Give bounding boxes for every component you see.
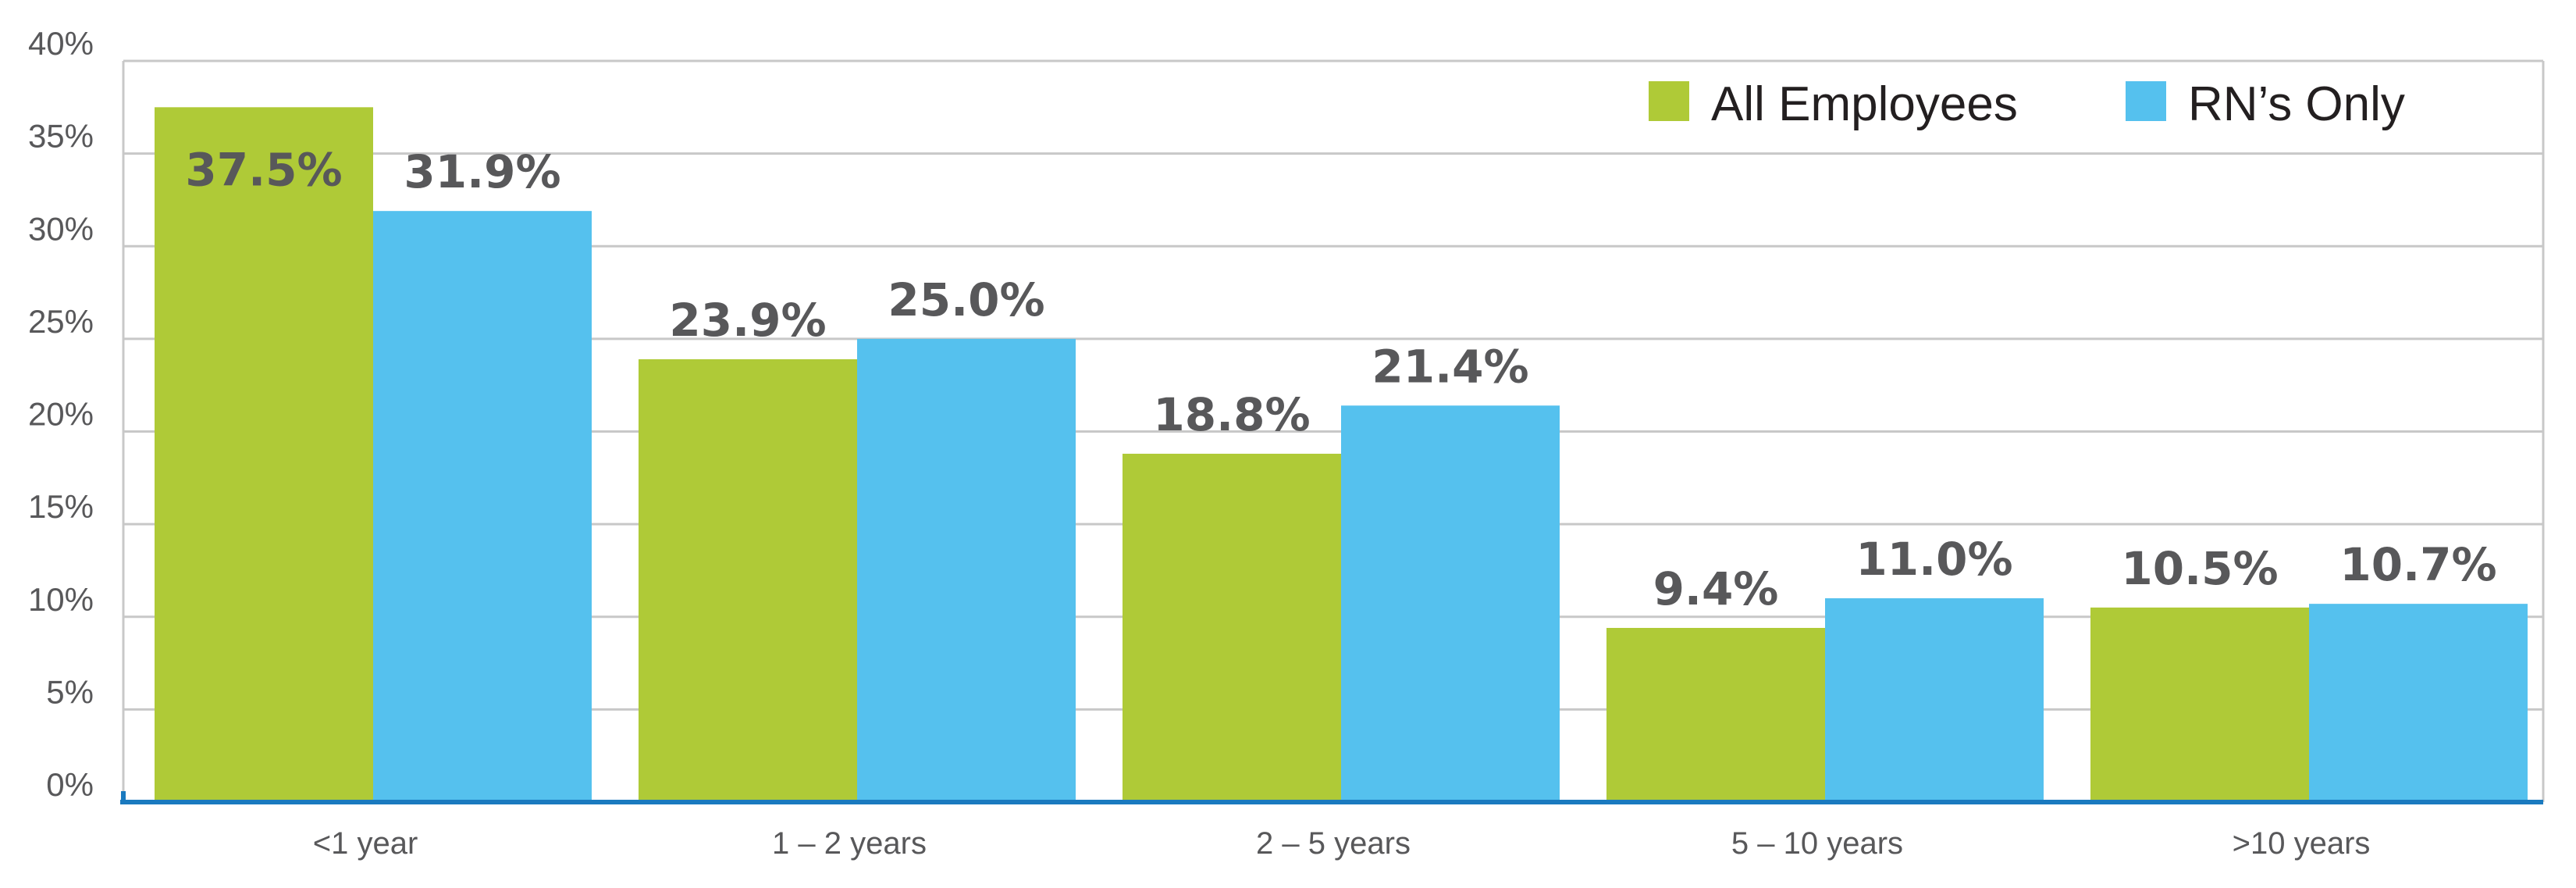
data-label: 11.0% (1856, 533, 2012, 586)
y-tick-label: 40% (28, 25, 94, 62)
y-tick-label: 10% (28, 581, 94, 618)
legend: All Employees RN’s Only (1649, 77, 2405, 131)
data-label: 10.7% (2339, 538, 2496, 591)
y-tick-label: 30% (28, 210, 94, 247)
y-tick-label: 0% (46, 766, 94, 803)
x-tick-label: >10 years (2233, 826, 2371, 861)
bar-rns-only (857, 338, 1076, 802)
bars (155, 107, 2528, 802)
bar-rns-only (373, 211, 592, 802)
bar-all-employees (639, 358, 857, 802)
bar-all-employees (155, 107, 373, 802)
data-label: 18.8% (1153, 388, 1310, 441)
bar-all-employees (1123, 453, 1341, 802)
y-tick-label: 5% (46, 673, 94, 710)
y-tick-label: 20% (28, 396, 94, 433)
x-tick-label: 1 – 2 years (772, 826, 927, 861)
data-label: 23.9% (669, 294, 826, 347)
bar-all-employees (1606, 627, 1825, 802)
bar-rns-only (2309, 604, 2528, 802)
data-labels: 37.5% 31.9% 23.9% 25.0% 18.8% 21.4% 9.4% 11.0% 1… (185, 143, 2496, 615)
legend-label-all-employees: All Employees (1711, 77, 2018, 131)
x-tick-label: 2 – 5 years (1256, 826, 1411, 861)
legend-swatch-rns-only (2126, 81, 2166, 121)
data-label: 37.5% (185, 143, 342, 196)
data-label: 9.4% (1653, 562, 1779, 615)
data-label: 25.0% (888, 273, 1044, 326)
data-label: 10.5% (2121, 542, 2278, 595)
y-tick-label: 15% (28, 488, 94, 525)
y-axis-ticks: 0% 5% 10% 15% 20% 25% 30% 35% 40% (28, 25, 94, 803)
x-tick-label: <1 year (313, 826, 418, 861)
legend-swatch-all-employees (1649, 81, 1689, 121)
x-tick-label: 5 – 10 years (1731, 826, 1903, 861)
bar-rns-only (1825, 598, 2044, 802)
data-label: 21.4% (1372, 340, 1528, 393)
bar-rns-only (1341, 405, 1560, 802)
x-axis-labels: <1 year 1 – 2 years 2 – 5 years 5 – 10 year… (313, 826, 2371, 861)
bar-all-employees (2090, 607, 2309, 802)
data-label: 31.9% (404, 145, 560, 198)
legend-label-rns-only: RN’s Only (2188, 77, 2405, 131)
y-tick-label: 25% (28, 303, 94, 340)
y-tick-label: 35% (28, 118, 94, 155)
